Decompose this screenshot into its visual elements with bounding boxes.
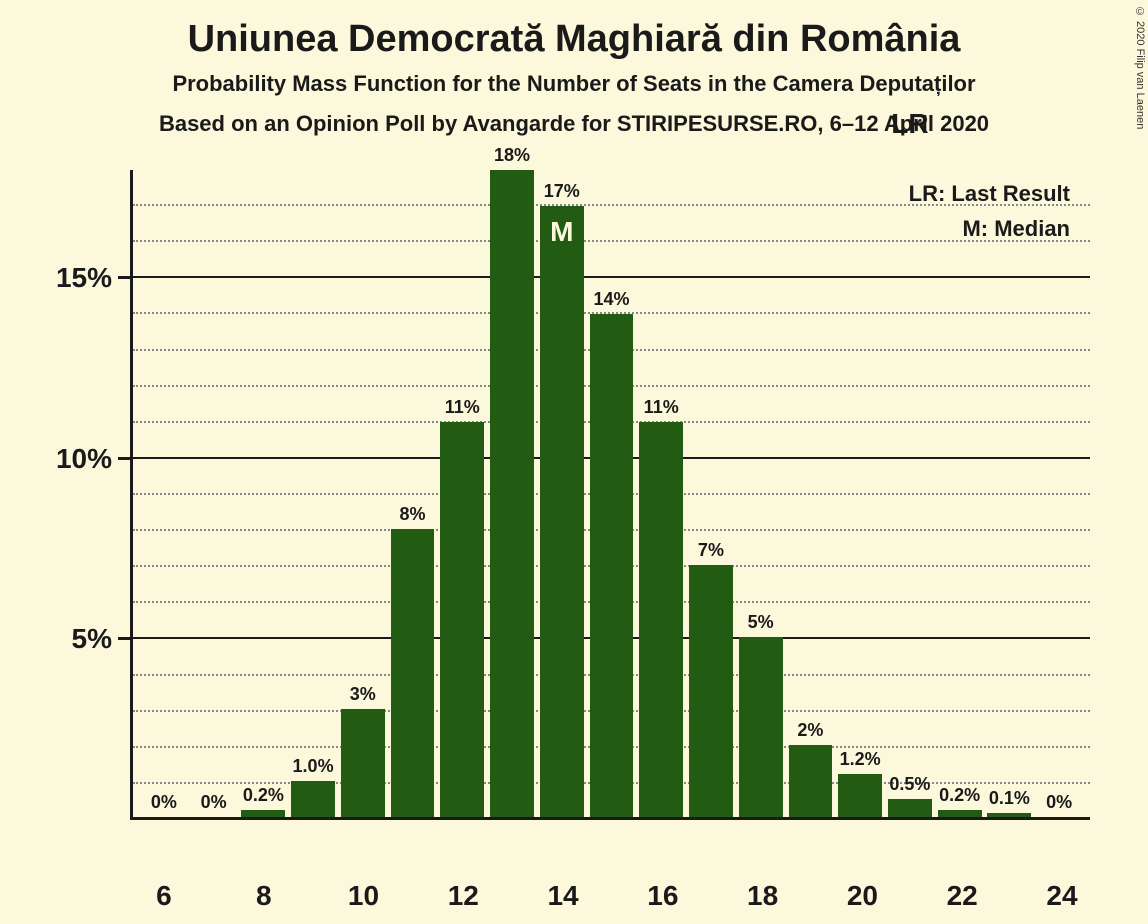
bar-value-label: 0.1% (989, 788, 1030, 809)
bar-slot: 18% (487, 170, 537, 817)
bar-slot: 0.2% (935, 170, 985, 817)
y-tick (118, 457, 130, 460)
x-axis-label: 22 (937, 880, 987, 912)
x-axis-label (887, 880, 937, 912)
bar-slot: 1.0% (288, 170, 338, 817)
bar-value-label: 0% (1046, 792, 1072, 813)
bar-value-label: 0.2% (243, 785, 284, 806)
legend-lr: LR: Last Result (909, 176, 1070, 211)
bar-value-label: 0.2% (939, 785, 980, 806)
bar-slot: 5% (736, 170, 786, 817)
bar: 0.5% (888, 799, 932, 817)
bar: 11% (639, 422, 683, 817)
median-marker: M (550, 216, 573, 248)
x-axis-label: 8 (239, 880, 289, 912)
bar-value-label: 18% (494, 145, 530, 166)
bar-value-label: 3% (350, 684, 376, 705)
bar-value-label: 0.5% (889, 774, 930, 795)
bar-value-label: 7% (698, 540, 724, 561)
x-axis-label (289, 880, 339, 912)
bar-value-label: 11% (644, 397, 679, 418)
bar-value-label: 8% (400, 504, 426, 525)
bar-value-label: 2% (797, 720, 823, 741)
x-axis-label: 12 (438, 880, 488, 912)
bar-slot: 7% (686, 170, 736, 817)
bar: 3% (341, 709, 385, 817)
chart-legend: LR: Last Result M: Median (909, 176, 1070, 246)
bars-group: 0%0%0.2%1.0%3%8%11%18%17%M14%11%7%5%2%1.… (133, 170, 1090, 817)
bar-slot: 11% (636, 170, 686, 817)
bar: 11% (440, 422, 484, 817)
bar-slot: 2% (786, 170, 836, 817)
bar-value-label: 14% (593, 289, 629, 310)
bar-slot: 14% (587, 170, 637, 817)
x-axis-label: 20 (837, 880, 887, 912)
bar-slot: 0% (189, 170, 239, 817)
x-axis-labels: 6 8 10 12 14 16 18 20 22 24 (133, 880, 1093, 912)
bar: 5% (739, 637, 783, 817)
x-axis-label: 14 (538, 880, 588, 912)
bar-slot: 8% (388, 170, 438, 817)
bar-value-label: 1.2% (840, 749, 881, 770)
bar: 1.2% (838, 774, 882, 817)
chart-subtitle-1: Probability Mass Function for the Number… (0, 71, 1148, 97)
bar-value-label: 0% (151, 792, 177, 813)
y-tick (118, 276, 130, 279)
x-axis (130, 817, 1090, 820)
bar: 18% (490, 170, 534, 817)
bar: 1.0% (291, 781, 335, 817)
bar-value-label: 17% (544, 181, 580, 202)
bar-slot: 11% (437, 170, 487, 817)
header: Uniunea Democrată Maghiară din România P… (0, 0, 1148, 137)
y-axis-label: 5% (72, 623, 112, 655)
x-axis-label: 6 (139, 880, 189, 912)
x-axis-label: 18 (738, 880, 788, 912)
bar-slot: 0% (1034, 170, 1084, 817)
x-axis-label (588, 880, 638, 912)
x-axis-label (788, 880, 838, 912)
x-axis-label (987, 880, 1037, 912)
bar-slot: 0% (139, 170, 189, 817)
bar: 8% (391, 529, 435, 817)
chart-title: Uniunea Democrată Maghiară din România (0, 18, 1148, 61)
x-axis-label: 10 (339, 880, 389, 912)
bar-value-label: 0% (201, 792, 227, 813)
y-axis-label: 15% (56, 262, 112, 294)
copyright-text: © 2020 Filip van Laenen (1134, 6, 1146, 129)
bar: 14% (590, 314, 634, 817)
bar-slot: 0.2% (238, 170, 288, 817)
x-axis-label: 24 (1037, 880, 1087, 912)
bar-value-label: 11% (445, 397, 480, 418)
bar-value-label: 5% (748, 612, 774, 633)
bar: 0.2% (241, 810, 285, 817)
chart-container: 5%10%15% 0%0%0.2%1.0%3%8%11%18%17%M14%11… (60, 170, 1100, 870)
bar-value-label: 1.0% (293, 756, 334, 777)
bar-slot: LR0.5% (885, 170, 935, 817)
bar-slot: 1.2% (835, 170, 885, 817)
y-tick (118, 637, 130, 640)
bar: 17%M (540, 206, 584, 817)
chart-subtitle-2: Based on an Opinion Poll by Avangarde fo… (0, 111, 1148, 137)
legend-m: M: Median (909, 211, 1070, 246)
bar: 0.2% (938, 810, 982, 817)
bar-slot: 0.1% (984, 170, 1034, 817)
x-axis-label (488, 880, 538, 912)
bar: 0.1% (987, 813, 1031, 817)
x-axis-label (688, 880, 738, 912)
bar-slot: 3% (338, 170, 388, 817)
bar-slot: 17% M (537, 170, 587, 817)
x-axis-label (388, 880, 438, 912)
bar: 2% (789, 745, 833, 817)
plot-area: 5%10%15% 0%0%0.2%1.0%3%8%11%18%17%M14%11… (130, 170, 1090, 820)
bar: 7% (689, 565, 733, 817)
y-axis-label: 10% (56, 443, 112, 475)
x-axis-label (189, 880, 239, 912)
x-axis-label: 16 (638, 880, 688, 912)
last-result-marker: LR (891, 108, 928, 140)
